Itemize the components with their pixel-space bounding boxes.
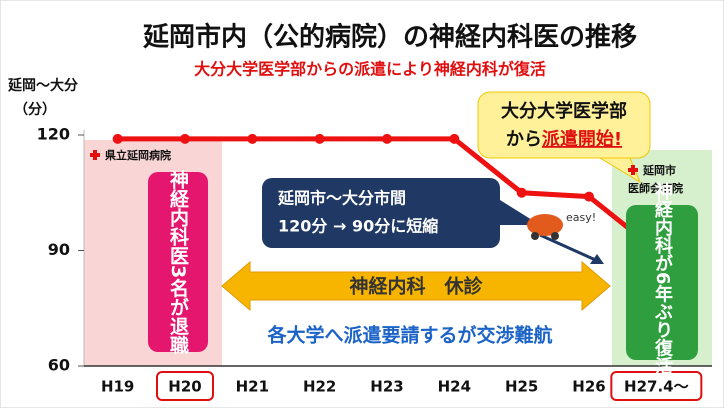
y-tick-label: 120 [37, 125, 70, 144]
car [527, 214, 563, 236]
data-point [314, 133, 325, 144]
start-line-2: から派遣開始! [506, 128, 622, 150]
hospital-right-1: 延岡市 [642, 163, 676, 177]
revival-box: 神経内科が 6年ぶり復活! [626, 182, 698, 383]
hospital-left: 県立延岡病院 [105, 148, 171, 162]
road-callout [262, 178, 500, 248]
y-unit: （分） [14, 102, 56, 118]
y-tick-label: 60 [48, 356, 70, 375]
retire-line-2: 3名が退職 [167, 264, 189, 355]
x-tick-label: H25 [505, 378, 538, 396]
category-highlight [156, 371, 214, 401]
road-arrow-head [590, 254, 604, 264]
x-tick-label: H26 [572, 378, 605, 396]
red-cross [90, 150, 100, 160]
start-line-1: 大分大学医学部 [501, 100, 627, 122]
plot: 60 90 120 H19 H20 H21 H22 H23 H24 H25 H26 H27.4〜 [37, 125, 712, 401]
subtitle: 大分大学医学部からの派遣により神経内科が復活 [194, 60, 546, 79]
red-cross [628, 165, 638, 175]
start-emphasis: 派遣開始! [542, 128, 622, 150]
negotiation-label: 各大学へ派遣要請するが交渉難航 [266, 324, 552, 347]
x-tick-label: H19 [101, 378, 134, 396]
road-line-2: 120分 → 90分に短縮 [278, 217, 438, 236]
x-tick-label: H20 [168, 378, 201, 396]
car-wheel [551, 232, 559, 240]
retire-box: 神経内科医 3名が退職 [148, 169, 208, 355]
car-wheel [531, 232, 539, 240]
start-callout [477, 91, 651, 159]
x-tick-label: H22 [303, 378, 336, 396]
car-label: easy! [566, 211, 596, 224]
closed-label: 神経内科 休診 [349, 275, 483, 298]
x-tick-label: H24 [438, 378, 471, 396]
start-prefix: から [506, 129, 542, 150]
chart-title: 延岡市内（公的病院）の神経内科医の推移 [142, 22, 637, 53]
road-line-1: 延岡市〜大分市間 [277, 189, 406, 208]
data-point [180, 133, 190, 144]
data-point [247, 133, 258, 144]
x-tick-label: H27.4〜 [624, 378, 689, 396]
x-tick-label: H21 [236, 378, 269, 396]
y-label: 延岡〜大分 [7, 77, 78, 94]
data-point [382, 133, 392, 144]
x-tick-label: H23 [370, 378, 403, 396]
hospital-right-2: 医師会病院 [628, 181, 683, 195]
road-arrow [539, 233, 601, 264]
revival-line-1: 神経内科が [652, 182, 673, 273]
data-point [449, 133, 460, 144]
closed-arrow [221, 260, 611, 312]
y-tick-label: 90 [48, 240, 70, 259]
retire-line-1: 神経内科医 [167, 169, 189, 265]
road-callout-tail [500, 200, 540, 225]
data-point [584, 191, 594, 202]
revival-line-2: 6年ぶり復活! [652, 272, 673, 383]
category-highlight [610, 371, 703, 401]
data-point [112, 133, 123, 144]
data-point [516, 187, 527, 198]
